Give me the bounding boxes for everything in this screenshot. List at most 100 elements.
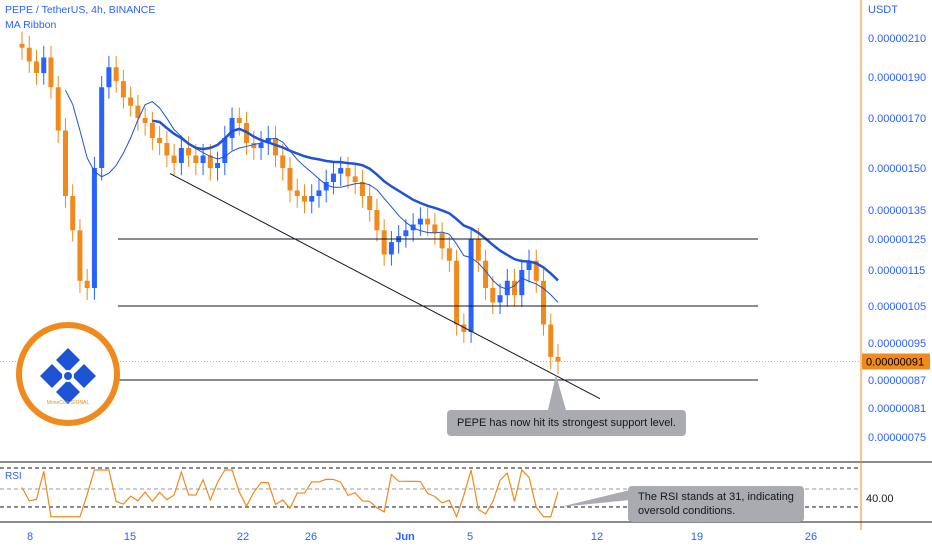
candle-body xyxy=(178,148,184,163)
logo-text: MoneCoin SIGNAL xyxy=(46,400,90,406)
candle-body xyxy=(26,47,32,62)
candle-body xyxy=(316,190,322,196)
x-tick-label: 8 xyxy=(27,531,33,543)
rsi-callout-line-1: The RSI stands at 31, indicating xyxy=(638,491,794,503)
monecoin-logo: MoneCoin SIGNAL xyxy=(16,322,120,426)
candle-body xyxy=(490,288,496,303)
candle-body xyxy=(200,155,206,163)
trend-line xyxy=(169,173,601,400)
candle-body xyxy=(287,168,293,191)
ma-fast-line xyxy=(65,89,559,303)
candle-body xyxy=(222,138,228,163)
candle-body xyxy=(388,242,394,255)
y-tick-label: 0.00000081 xyxy=(868,403,926,415)
candle-body xyxy=(19,43,25,48)
candle-body xyxy=(555,356,561,362)
candle-body xyxy=(475,239,481,261)
candle-body xyxy=(432,224,438,234)
binance-diamond-icon xyxy=(40,348,96,404)
candle-body xyxy=(229,118,235,138)
y-tick-label: 0.00000135 xyxy=(868,205,926,217)
y-tick-label: 0.00000115 xyxy=(868,265,925,277)
candle-body xyxy=(541,280,547,325)
candle-body xyxy=(403,230,409,237)
candle-body xyxy=(345,168,351,177)
candle-body xyxy=(99,87,105,168)
candle-body xyxy=(294,190,300,196)
y-tick-label: 0.00000075 xyxy=(868,432,926,444)
candle-body xyxy=(135,105,141,118)
candle-body xyxy=(258,143,264,148)
rsi-panel: RSI 40.00 xyxy=(0,461,932,519)
candle-body xyxy=(468,239,474,332)
candle-body xyxy=(548,324,554,357)
y-tick-label: 0.00000125 xyxy=(868,234,926,246)
candle-body xyxy=(526,260,532,270)
candle-body xyxy=(417,218,423,225)
price-callout: PEPE has now hit its strongest support l… xyxy=(447,410,686,436)
candle-body xyxy=(265,138,271,143)
candle-body xyxy=(439,233,445,249)
x-tick-label: 5 xyxy=(467,531,473,543)
y-tick-label: 0.00000190 xyxy=(868,72,926,84)
candle-body xyxy=(207,155,213,168)
x-tick-label: Jun xyxy=(395,531,415,543)
last-price-tag xyxy=(862,353,930,370)
candle-body xyxy=(193,155,199,163)
last-price-label: 0.00000091 xyxy=(866,357,924,369)
candle-body xyxy=(359,182,365,196)
x-tick-label: 12 xyxy=(591,531,603,543)
candle-body xyxy=(374,210,380,231)
candle-body xyxy=(33,61,39,74)
candle-body xyxy=(149,123,155,138)
x-tick-label: 19 xyxy=(691,531,703,543)
y-tick-label: 0.00000087 xyxy=(868,375,926,387)
candle-body xyxy=(164,143,170,156)
rsi-line xyxy=(21,468,559,519)
rsi-tick-label: 40.00 xyxy=(866,493,894,505)
candle-body xyxy=(77,230,83,281)
candle-body xyxy=(55,87,61,131)
candle-body xyxy=(41,57,47,74)
y-tick-label: 0.00000095 xyxy=(868,338,926,350)
ma-ribbon xyxy=(65,89,559,303)
candle-body xyxy=(113,67,119,82)
support-lines xyxy=(118,173,758,410)
candle-body xyxy=(70,196,76,231)
candle-body xyxy=(186,148,192,156)
candle-body xyxy=(461,324,467,332)
x-tick-label: 15 xyxy=(124,531,136,543)
candle-body xyxy=(323,182,329,191)
candle-body xyxy=(381,230,387,255)
candle-body xyxy=(251,143,257,148)
x-tick-label: 26 xyxy=(805,531,817,543)
candle-body xyxy=(425,218,431,225)
candle-body xyxy=(62,130,68,196)
candle-body xyxy=(454,260,460,325)
candle-body xyxy=(367,196,373,210)
rsi-callout-line-2: oversold conditions. xyxy=(638,505,736,517)
candle-body xyxy=(301,196,307,202)
rsi-callout: The RSI stands at 31, indicating oversol… xyxy=(628,486,804,522)
y-tick-label: 0.00000210 xyxy=(868,33,926,45)
price-axis: USDT 0.00000210 0.00000190 0.00000170 0.0000… xyxy=(0,0,930,530)
candle-body xyxy=(48,57,54,88)
candle-body xyxy=(519,270,525,296)
candle-body xyxy=(157,138,163,143)
currency-label: USDT xyxy=(868,4,898,16)
price-callout-pointer xyxy=(548,375,566,410)
candle-body xyxy=(120,81,126,98)
candle-body xyxy=(533,260,539,281)
candlesticks xyxy=(19,31,561,375)
candle-body xyxy=(483,260,489,288)
y-tick-label: 0.00000150 xyxy=(868,163,926,175)
candle-body xyxy=(280,155,286,168)
ma-slow-line xyxy=(152,119,559,282)
candle-body xyxy=(128,97,134,106)
y-tick-label: 0.00000105 xyxy=(868,301,926,313)
x-tick-label: 26 xyxy=(305,531,317,543)
candle-body xyxy=(352,176,358,182)
candle-body xyxy=(171,155,177,163)
candle-body xyxy=(512,280,518,296)
